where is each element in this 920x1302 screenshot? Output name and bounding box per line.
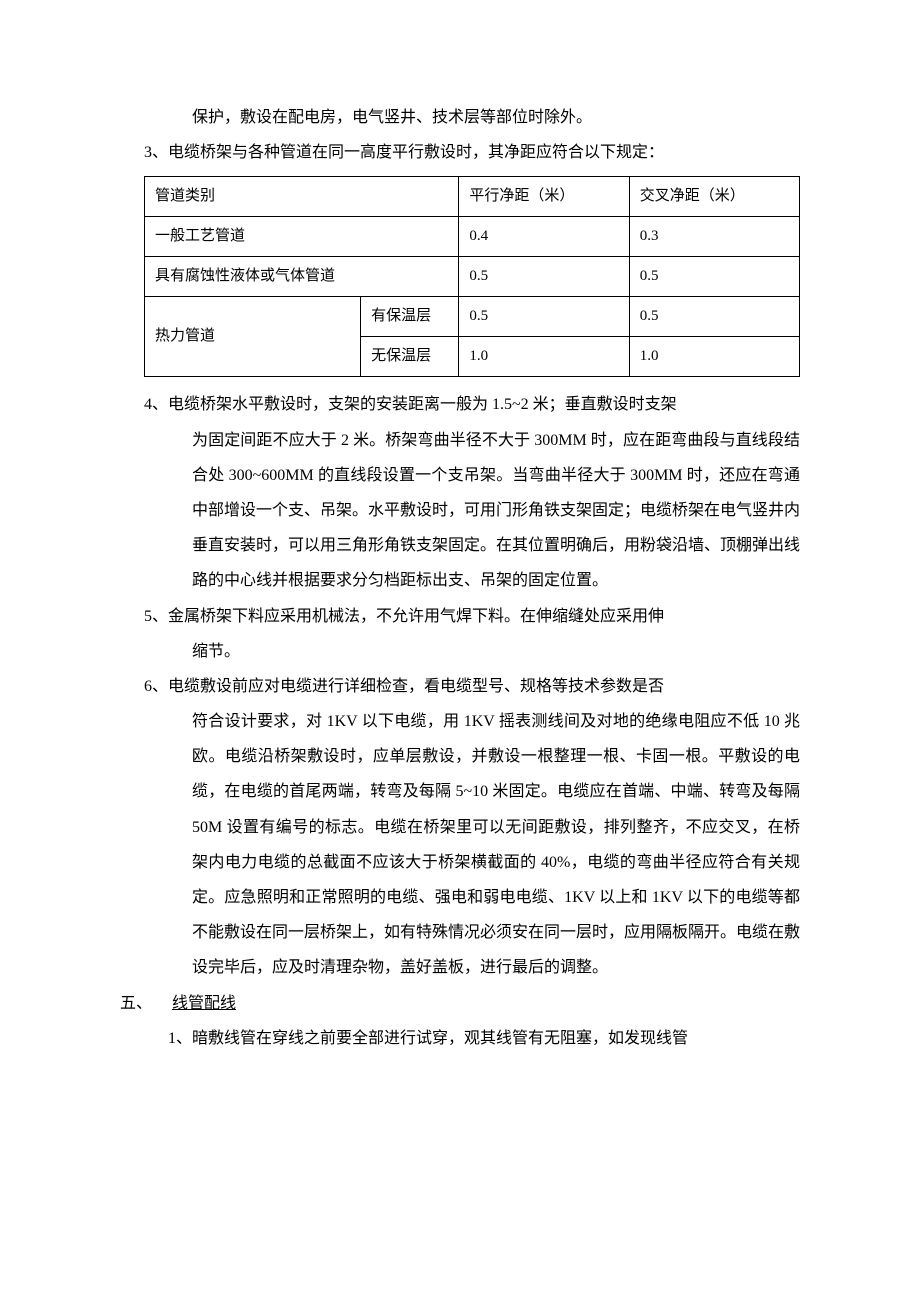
cell-type: 一般工艺管道 xyxy=(145,217,459,257)
item-5-rest: 缩节。 xyxy=(144,634,800,669)
item-6-rest: 符合设计要求，对 1KV 以下电缆，用 1KV 摇表测线间及对地的绝缘电阻应不低… xyxy=(144,704,800,986)
cell-sub: 有保温层 xyxy=(361,297,459,337)
item-6-first: 6、电缆敷设前应对电缆进行详细检查，看电缆型号、规格等技术参数是否 xyxy=(144,669,800,704)
cell-parallel: 0.4 xyxy=(459,217,629,257)
cell-cross: 1.0 xyxy=(629,337,799,377)
cell-parallel: 1.0 xyxy=(459,337,629,377)
item-4-rest: 为固定间距不应大于 2 米。桥架弯曲半径不大于 300MM 时，应在距弯曲段与直… xyxy=(144,423,800,599)
header-cross: 交叉净距（米） xyxy=(629,177,799,217)
cell-type: 具有腐蚀性液体或气体管道 xyxy=(145,257,459,297)
cell-cross: 0.5 xyxy=(629,297,799,337)
table-row: 热力管道 有保温层 0.5 0.5 xyxy=(145,297,800,337)
header-type: 管道类别 xyxy=(145,177,459,217)
cell-sub: 无保温层 xyxy=(361,337,459,377)
item-4: 4、电缆桥架水平敷设时，支架的安装距离一般为 1.5~2 米；垂直敷设时支架 为… xyxy=(120,387,800,598)
item-4-first: 4、电缆桥架水平敷设时，支架的安装距离一般为 1.5~2 米；垂直敷设时支架 xyxy=(144,387,800,422)
cell-type: 热力管道 xyxy=(145,297,361,377)
cell-cross: 0.5 xyxy=(629,257,799,297)
header-parallel: 平行净距（米） xyxy=(459,177,629,217)
section-5-heading: 五、 线管配线 xyxy=(120,986,800,1021)
cell-cross: 0.3 xyxy=(629,217,799,257)
section-title: 线管配线 xyxy=(172,995,236,1012)
intro-continuation: 保护，敷设在配电房，电气竖井、技术层等部位时除外。 xyxy=(120,100,800,135)
item-3-lead: 3、电缆桥架与各种管道在同一高度平行敷设时，其净距应符合以下规定： xyxy=(120,135,800,170)
cell-parallel: 0.5 xyxy=(459,297,629,337)
item-5: 5、金属桥架下料应采用机械法，不允许用气焊下料。在伸缩缝处应采用伸 缩节。 xyxy=(120,599,800,669)
table-row: 具有腐蚀性液体或气体管道 0.5 0.5 xyxy=(145,257,800,297)
item-5-first: 5、金属桥架下料应采用机械法，不允许用气焊下料。在伸缩缝处应采用伸 xyxy=(144,599,800,634)
section-number: 五、 xyxy=(120,986,168,1021)
item-6: 6、电缆敷设前应对电缆进行详细检查，看电缆型号、规格等技术参数是否 符合设计要求… xyxy=(120,669,800,986)
document-content: 保护，敷设在配电房，电气竖井、技术层等部位时除外。 3、电缆桥架与各种管道在同一… xyxy=(120,100,800,1056)
sub-item-1: 1、暗敷线管在穿线之前要全部进行试穿，观其线管有无阻塞，如发现线管 xyxy=(120,1021,800,1056)
clearance-table: 管道类别 平行净距（米） 交叉净距（米） 一般工艺管道 0.4 0.3 具有腐蚀… xyxy=(144,176,800,377)
cell-parallel: 0.5 xyxy=(459,257,629,297)
table-header-row: 管道类别 平行净距（米） 交叉净距（米） xyxy=(145,177,800,217)
table-row: 一般工艺管道 0.4 0.3 xyxy=(145,217,800,257)
